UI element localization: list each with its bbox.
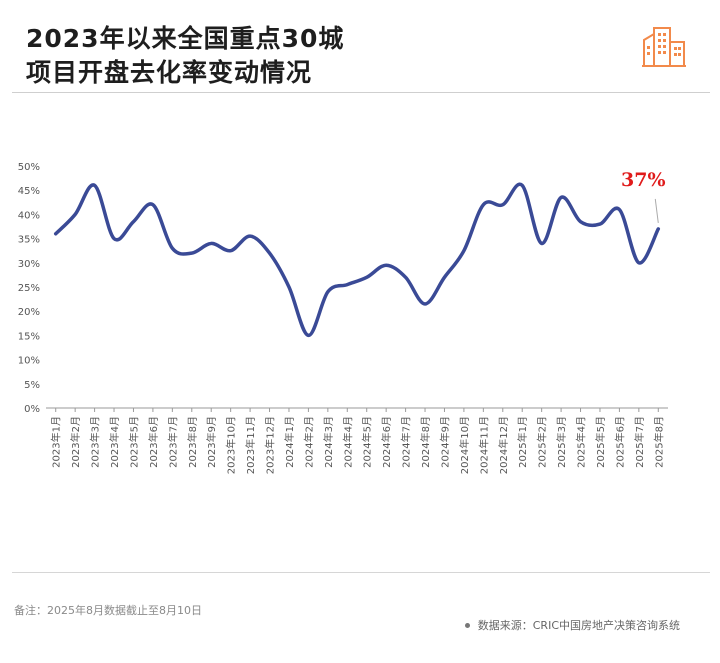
- x-tick-label: 2023年5月: [127, 416, 140, 468]
- y-tick-label: 30%: [18, 259, 40, 270]
- page-title: 2023年以来全国重点30城 项目开盘去化率变动情况: [26, 22, 344, 90]
- x-tick-label: 2025年1月: [516, 416, 529, 468]
- data-source: 数据来源：CRIC中国房地产决策咨询系统: [464, 617, 680, 633]
- y-tick-label: 20%: [18, 307, 40, 318]
- x-tick-label: 2024年12月: [497, 416, 510, 474]
- x-tick-label: 2023年12月: [264, 416, 277, 474]
- x-tick-label: 2024年1月: [283, 416, 296, 468]
- buildings-icon: [642, 27, 686, 67]
- footnote: 备注：2025年8月数据截止至8月10日: [14, 604, 202, 617]
- x-tick-label: 2024年5月: [361, 416, 374, 468]
- y-tick-label: 0%: [24, 404, 40, 415]
- x-tick-label: 2025年5月: [594, 416, 607, 468]
- title-line-2: 项目开盘去化率变动情况: [26, 58, 313, 87]
- title-line-1: 2023年以来全国重点30城: [26, 24, 345, 53]
- data-source-text: 数据来源：CRIC中国房地产决策咨询系统: [477, 619, 680, 632]
- x-tick-label: 2023年11月: [244, 416, 257, 474]
- x-tick-label: 2024年7月: [400, 416, 413, 468]
- x-tick-label: 2025年8月: [652, 416, 665, 468]
- x-tick-label: 2024年8月: [419, 416, 432, 468]
- annotation-leader-line: [654, 198, 659, 223]
- x-tick-label: 2025年7月: [633, 416, 646, 468]
- y-tick-label: 15%: [18, 331, 40, 342]
- x-tick-label: 2024年9月: [438, 416, 451, 468]
- y-tick-label: 25%: [18, 283, 40, 294]
- x-tick-label: 2023年1月: [50, 416, 63, 468]
- x-tick-label: 2023年4月: [108, 416, 121, 468]
- x-tick-label: 2024年4月: [341, 416, 354, 468]
- y-tick-label: 40%: [18, 210, 40, 221]
- x-tick-label: 2025年6月: [613, 416, 626, 468]
- x-tick-label: 2023年9月: [205, 416, 218, 468]
- x-tick-label: 2023年8月: [186, 416, 199, 468]
- x-tick-label: 2025年3月: [555, 416, 568, 468]
- annotation-label: 37%: [621, 169, 666, 191]
- x-tick-label: 2024年2月: [302, 416, 315, 468]
- y-tick-label: 10%: [18, 356, 40, 367]
- x-tick-label: 2025年2月: [536, 416, 549, 468]
- series-line: [53, 182, 661, 338]
- x-tick-label: 2024年11月: [477, 416, 490, 474]
- x-tick-label: 2025年4月: [575, 416, 588, 468]
- y-tick-label: 5%: [24, 380, 40, 391]
- y-tick-label: 50%: [18, 162, 40, 173]
- x-tick-label: 2023年7月: [166, 416, 179, 468]
- y-tick-label: 45%: [18, 186, 40, 197]
- x-tick-label: 2023年6月: [147, 416, 160, 468]
- y-tick-label: 35%: [18, 235, 40, 246]
- x-tick-label: 2024年10月: [458, 416, 471, 474]
- x-tick-label: 2023年2月: [69, 416, 82, 468]
- x-tick-label: 2024年6月: [380, 416, 393, 468]
- x-tick-label: 2024年3月: [322, 416, 335, 468]
- x-tick-label: 2023年10月: [225, 416, 238, 474]
- x-tick-label: 2023年3月: [89, 416, 102, 468]
- header-divider: [12, 92, 710, 93]
- bullet-icon: [464, 622, 470, 628]
- footer-divider: [12, 572, 710, 573]
